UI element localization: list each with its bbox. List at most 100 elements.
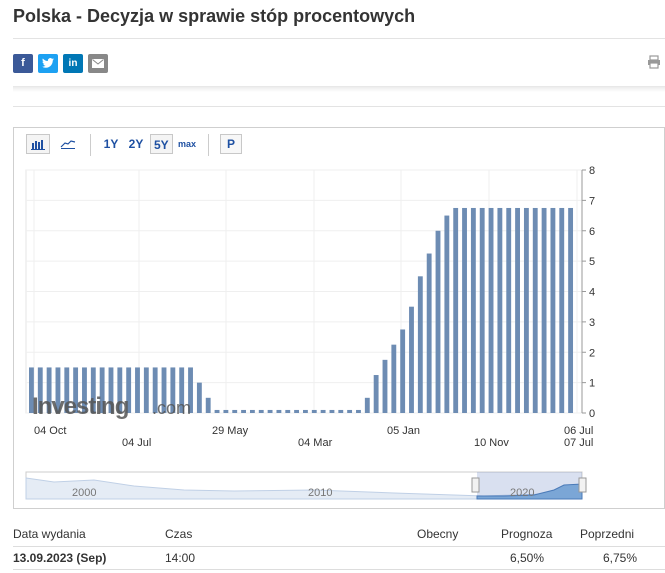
bar — [435, 230, 441, 413]
bar — [73, 367, 79, 413]
header-time: Czas — [165, 527, 193, 541]
facebook-share-button[interactable]: f — [13, 54, 33, 73]
bar — [55, 367, 61, 413]
bar — [37, 367, 43, 413]
bar — [249, 409, 255, 413]
x-tick-label: 04 Jul — [122, 437, 151, 449]
y-tick-label: 6 — [589, 226, 595, 238]
email-share-button[interactable] — [88, 54, 108, 73]
bar — [267, 409, 273, 413]
y-tick-label: 8 — [589, 165, 595, 177]
x-tick-label: 06 Jul — [564, 425, 593, 437]
bar — [373, 375, 379, 413]
chart-container: 1Y 2Y 5Y max P 8 7 6 5 4 3 2 1 0 04 Oct 29 May 05 … — [13, 127, 665, 509]
investing-watermark: Investing — [32, 393, 129, 420]
range-max-button[interactable]: max — [178, 139, 197, 149]
y-tick-label: 1 — [589, 378, 595, 390]
bar — [523, 207, 529, 413]
cell-time: 14:00 — [165, 551, 196, 565]
navigator-handle-left — [471, 477, 480, 493]
navigator[interactable]: 2000 2010 2020 — [25, 471, 587, 500]
y-tick-label: 3 — [589, 317, 595, 329]
bar — [285, 409, 291, 413]
bar — [170, 367, 176, 413]
bar — [46, 367, 52, 413]
bar — [497, 207, 503, 413]
chart-toolbar: 1Y 2Y 5Y max P — [14, 128, 664, 161]
bar — [338, 409, 344, 413]
header-release-date: Data wydania — [13, 527, 86, 541]
cell-forecast: 6,50% — [510, 551, 545, 565]
bar — [135, 367, 140, 413]
y-tick-label: 5 — [589, 256, 595, 268]
bar — [417, 276, 423, 413]
toolbar-separator — [208, 134, 209, 156]
bar — [568, 207, 574, 413]
bar — [108, 367, 114, 413]
y-tick-label: 0 — [589, 408, 595, 420]
header-actual: Obecny — [417, 527, 459, 541]
toolbar-separator — [90, 134, 91, 156]
page-title: Polska - Decyzja w sprawie stóp procento… — [13, 6, 416, 26]
header-forecast: Prognoza — [501, 527, 553, 541]
twitter-share-button[interactable] — [38, 54, 58, 73]
bar — [444, 215, 450, 413]
line-chart-type-button[interactable] — [57, 134, 81, 154]
bar — [152, 367, 158, 413]
bar — [143, 367, 149, 413]
bar — [64, 367, 70, 413]
bar — [329, 409, 335, 413]
range-1y-button[interactable]: 1Y — [103, 137, 119, 151]
bar — [90, 367, 96, 413]
x-tick-label: 05 Jan — [387, 425, 420, 437]
bar — [82, 367, 87, 413]
x-tick-label: 29 May — [212, 425, 249, 437]
bar — [453, 207, 459, 413]
printer-icon — [648, 55, 660, 69]
bar — [382, 359, 388, 413]
divider — [13, 106, 665, 107]
range-5y-button[interactable]: 5Y — [150, 134, 173, 154]
bar — [488, 207, 494, 413]
bar — [400, 329, 406, 413]
bar — [347, 409, 353, 413]
range-2y-button[interactable]: 2Y — [128, 137, 144, 151]
bar — [258, 409, 264, 413]
bar — [99, 367, 105, 413]
bar — [223, 409, 229, 413]
navigator-label: 2010 — [308, 487, 332, 499]
facebook-icon: f — [21, 57, 25, 69]
header-previous: Poprzedni — [580, 527, 635, 541]
bar — [462, 207, 467, 413]
cell-previous: 6,75% — [603, 551, 638, 565]
bar — [550, 207, 556, 413]
y-tick-label: 7 — [589, 195, 595, 207]
bar — [117, 367, 123, 413]
y-tick-label: 2 — [589, 347, 595, 359]
bar — [126, 367, 132, 413]
pan-button[interactable]: P — [220, 134, 242, 154]
bar — [532, 207, 538, 413]
bar — [188, 367, 193, 413]
bar — [541, 207, 547, 413]
bar — [559, 207, 565, 413]
twitter-icon — [42, 58, 54, 68]
bar — [364, 397, 370, 413]
bar — [409, 306, 414, 413]
bar — [426, 253, 432, 413]
print-button[interactable] — [647, 55, 661, 69]
navigator-selected-series — [476, 483, 583, 500]
bar — [161, 367, 167, 413]
navigator-label: 2000 — [72, 487, 96, 499]
bar — [29, 367, 34, 413]
navigator-handle-right — [578, 477, 587, 493]
bar — [196, 382, 202, 414]
linkedin-share-button[interactable]: in — [63, 54, 83, 73]
bar — [303, 409, 308, 413]
bar — [311, 409, 317, 413]
bar — [232, 409, 238, 413]
divider — [13, 38, 665, 39]
area-chart-icon — [60, 140, 76, 149]
bar — [214, 409, 220, 413]
bar-chart-type-button[interactable] — [26, 134, 50, 154]
